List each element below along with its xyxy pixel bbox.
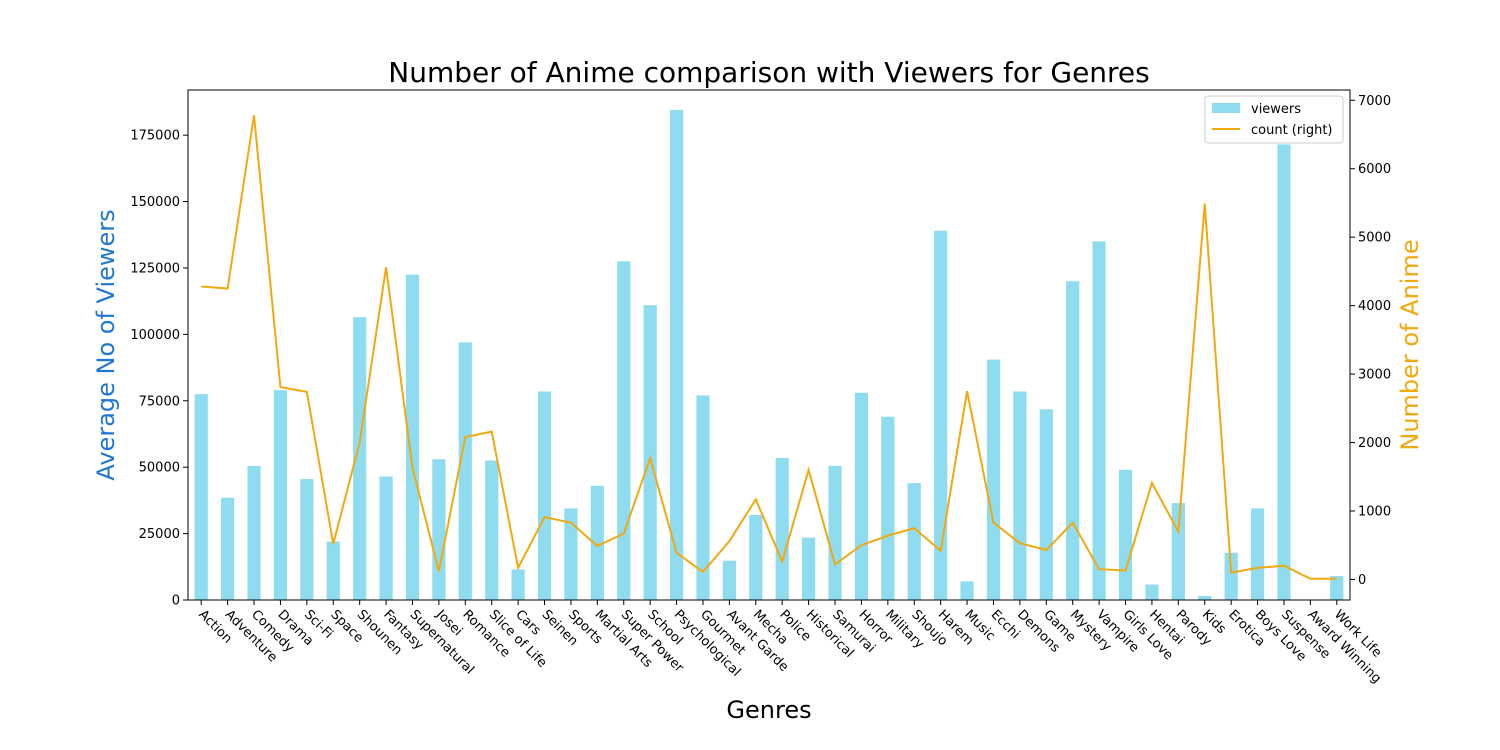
bar-adventure [221, 497, 235, 600]
bar-cars [511, 569, 525, 600]
right-y-axis: 0 1000 2000 3000 4000 5000 6000 7000 [1350, 94, 1391, 588]
bar-samurai [828, 465, 842, 600]
bar-girls-love [1118, 469, 1133, 600]
bar-sci-fi [300, 479, 314, 600]
bar-horror [854, 392, 869, 600]
bar-shounen [353, 317, 367, 600]
bar-sports [564, 508, 578, 600]
left-tick-label: 125000 [130, 261, 180, 276]
legend-swatch-viewers [1212, 103, 1240, 113]
right-tick-label: 0 [1358, 573, 1366, 588]
bar-vampire [1092, 241, 1106, 600]
right-tick-label: 3000 [1358, 368, 1391, 383]
bar-fantasy [379, 476, 393, 600]
bar-school [643, 305, 657, 600]
bar-drama [273, 390, 288, 600]
bar-hentai [1145, 584, 1159, 600]
bar-historical [802, 537, 816, 600]
legend: viewers count (right) [1204, 95, 1344, 144]
bar-comedy [247, 465, 261, 600]
left-tick-label: 75000 [139, 394, 180, 409]
bar-kids [1198, 596, 1212, 600]
left-tick-label: 100000 [130, 328, 180, 343]
bar-supernatural [405, 274, 420, 600]
bar-erotica [1224, 552, 1238, 600]
bar-action [194, 394, 208, 600]
left-y-axis-label: Average No of Viewers [92, 209, 120, 480]
left-tick-label: 25000 [139, 527, 180, 542]
bar-seinen [537, 391, 552, 600]
right-tick-label: 2000 [1358, 436, 1391, 451]
left-tick-label: 50000 [139, 461, 180, 476]
left-tick-label: 175000 [130, 129, 180, 144]
right-tick-label: 6000 [1358, 162, 1391, 177]
chart-title: Number of Anime comparison with Viewers … [388, 56, 1150, 89]
bar-gourmet [696, 395, 710, 600]
legend-label-viewers: viewers [1251, 102, 1301, 117]
bar-military [881, 416, 895, 600]
right-tick-label: 7000 [1358, 94, 1391, 109]
bar-harem [934, 230, 948, 600]
right-y-axis-label: Number of Anime [1396, 239, 1424, 450]
right-tick-label: 4000 [1358, 299, 1391, 314]
bar-martial-arts [590, 485, 604, 600]
bar-romance [458, 342, 472, 600]
left-y-axis: 0 25000 50000 75000 100000 125000 150000 175000 [130, 129, 188, 609]
bar-music [960, 581, 974, 600]
plot-frame [187, 89, 1351, 601]
legend-label-count: count (right) [1251, 123, 1333, 138]
bar-police [775, 457, 789, 600]
bar-work-life [1330, 576, 1344, 600]
bar-shoujo [907, 483, 921, 601]
bar-super-power [617, 261, 631, 600]
x-axis: ActionAdventureComedyDramaSci-FiSpaceSho… [195, 600, 1384, 687]
bar-boys-love [1250, 508, 1265, 600]
line-series-count [201, 115, 1337, 580]
x-axis-label: Genres [726, 696, 811, 724]
bar-suspense [1277, 144, 1291, 600]
left-tick-label: 150000 [130, 195, 180, 210]
bar-parody [1171, 503, 1185, 600]
bar-mystery [1066, 281, 1080, 600]
bar-demons [1013, 391, 1027, 600]
bar-game [1039, 409, 1053, 600]
bar-mecha [749, 515, 763, 600]
left-tick-label: 0 [172, 594, 180, 609]
bar-avant-garde [722, 560, 736, 600]
bar-josei [432, 459, 446, 600]
bar-psychological [669, 109, 684, 601]
right-tick-label: 5000 [1358, 231, 1391, 246]
bar-space [326, 541, 340, 600]
right-tick-label: 1000 [1358, 505, 1391, 520]
bar-ecchi [986, 359, 1001, 600]
bar-series-viewers [194, 109, 1344, 601]
bar-slice-of-life [485, 460, 499, 600]
